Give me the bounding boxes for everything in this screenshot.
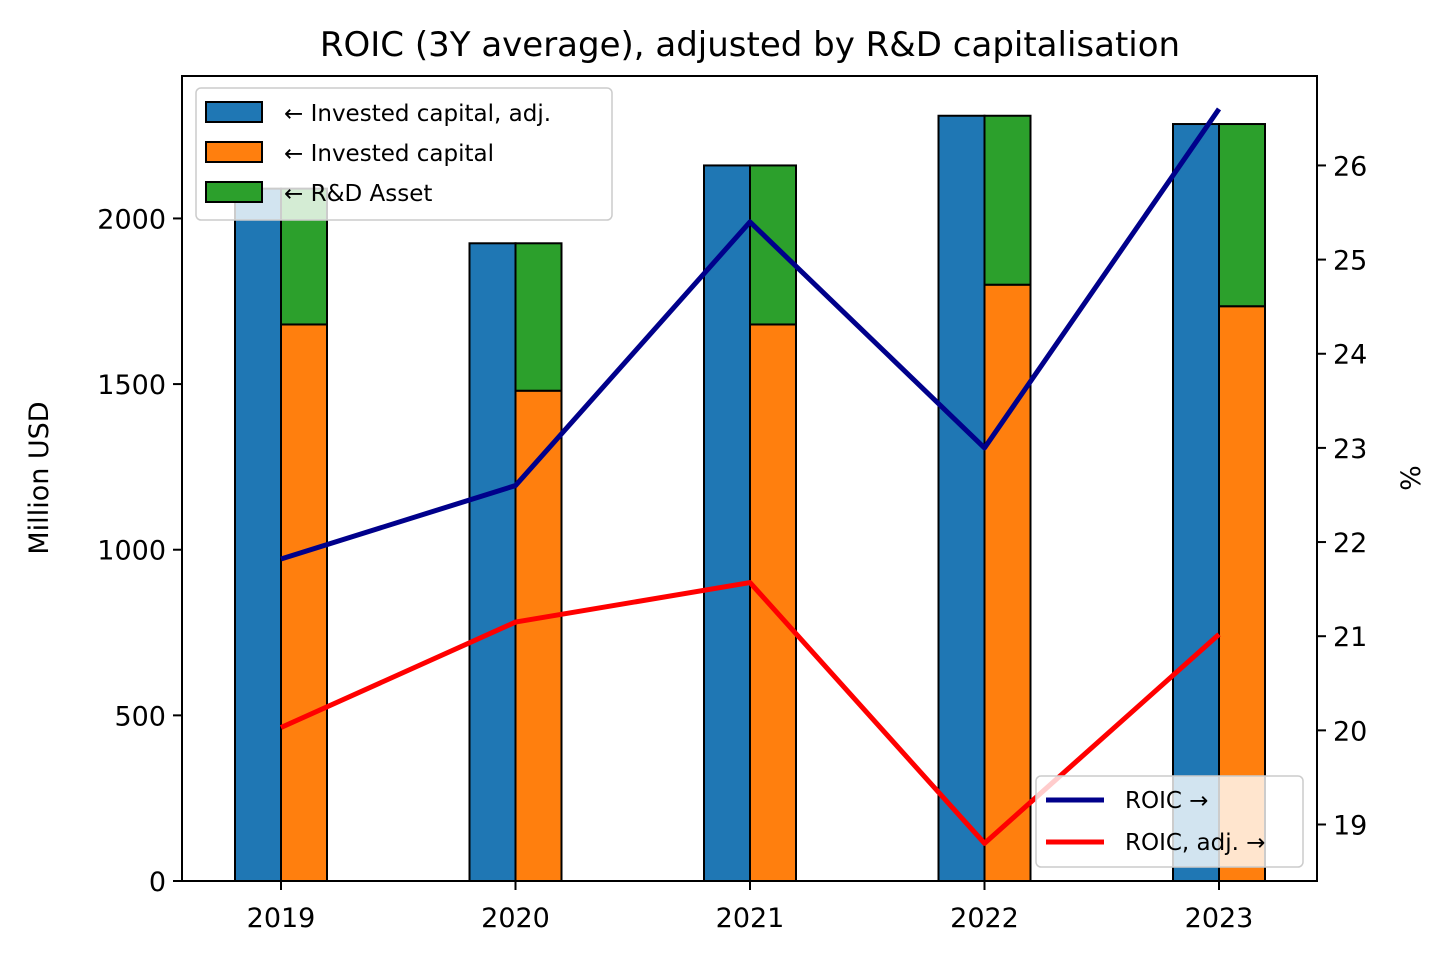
legend-line-label-0: ROIC →: [1125, 788, 1209, 814]
chart-title: ROIC (3Y average), adjusted by R&D capit…: [320, 25, 1180, 65]
legend-label-0: ← Invested capital, adj.: [284, 101, 551, 127]
x-tick-label-2023: 2023: [1185, 903, 1254, 934]
y-axis-right: 19 20 21 22 23 24 25 26: [1317, 151, 1367, 842]
y-right-tick-label-23: 23: [1333, 434, 1367, 465]
bars-layer: [234, 114, 1266, 883]
y-right-tick-label-19: 19: [1333, 811, 1367, 842]
bar-rd-asset-2022: [983, 114, 1032, 286]
y-right-tick-label-22: 22: [1333, 528, 1367, 559]
y-left-tick-label-1500: 1500: [97, 370, 166, 401]
legend-lines: ROIC → ROIC, adj. →: [1035, 775, 1304, 868]
x-tick-label-2020: 2020: [481, 903, 550, 934]
bar-invested-capital-2019: [280, 323, 328, 882]
legend-swatch-2: [205, 181, 263, 203]
legend-bars-box: [195, 87, 613, 221]
y-left-tick-label-2000: 2000: [97, 204, 166, 235]
legend-line-label-1: ROIC, adj. →: [1125, 830, 1266, 856]
y-right-tick-label-21: 21: [1333, 622, 1367, 653]
legend-label-1: ← Invested capital: [284, 141, 494, 167]
bar-invested-capital-2022: [983, 283, 1032, 883]
bar-rd-asset-2023: [1218, 123, 1266, 308]
y-right-tick-label-26: 26: [1333, 151, 1367, 182]
legend-swatch-0: [205, 101, 263, 123]
bar-invested-capital-adj-2022: [937, 114, 986, 882]
y-left-tick-label-1000: 1000: [97, 536, 166, 567]
y-axis-left: 0 500 1000 1500 2000: [97, 204, 182, 898]
legend-label-2: ← R&D Asset: [284, 181, 432, 207]
bar-invested-capital-adj-2023: [1172, 123, 1220, 883]
y-right-tick-label-25: 25: [1333, 246, 1367, 277]
bar-invested-capital-2020: [514, 389, 563, 882]
bar-invested-capital-2021: [749, 323, 797, 882]
y-left-tick-label-0: 0: [149, 867, 166, 898]
x-tick-label-2022: 2022: [950, 903, 1019, 934]
bar-rd-asset-2020: [514, 242, 563, 392]
bar-invested-capital-adj-2020: [468, 242, 517, 882]
y-axis-right-title: %: [1396, 465, 1427, 491]
legend-bars: ← Invested capital, adj. ← Invested capit…: [195, 87, 613, 221]
bar-invested-capital-adj-2019: [234, 187, 282, 883]
y-axis-left-title: Million USD: [24, 401, 55, 554]
y-right-tick-label-24: 24: [1333, 340, 1367, 371]
x-tick-label-2021: 2021: [716, 903, 785, 934]
lines-layer: [279, 107, 1222, 846]
x-tick-label-2019: 2019: [247, 903, 316, 934]
x-axis: 2019 2020 2021 2022 2023: [247, 881, 1254, 934]
y-right-tick-label-20: 20: [1333, 716, 1367, 747]
bar-invested-capital-adj-2021: [703, 164, 751, 882]
y-left-tick-label-500: 500: [114, 701, 166, 732]
legend-swatch-1: [205, 141, 263, 163]
